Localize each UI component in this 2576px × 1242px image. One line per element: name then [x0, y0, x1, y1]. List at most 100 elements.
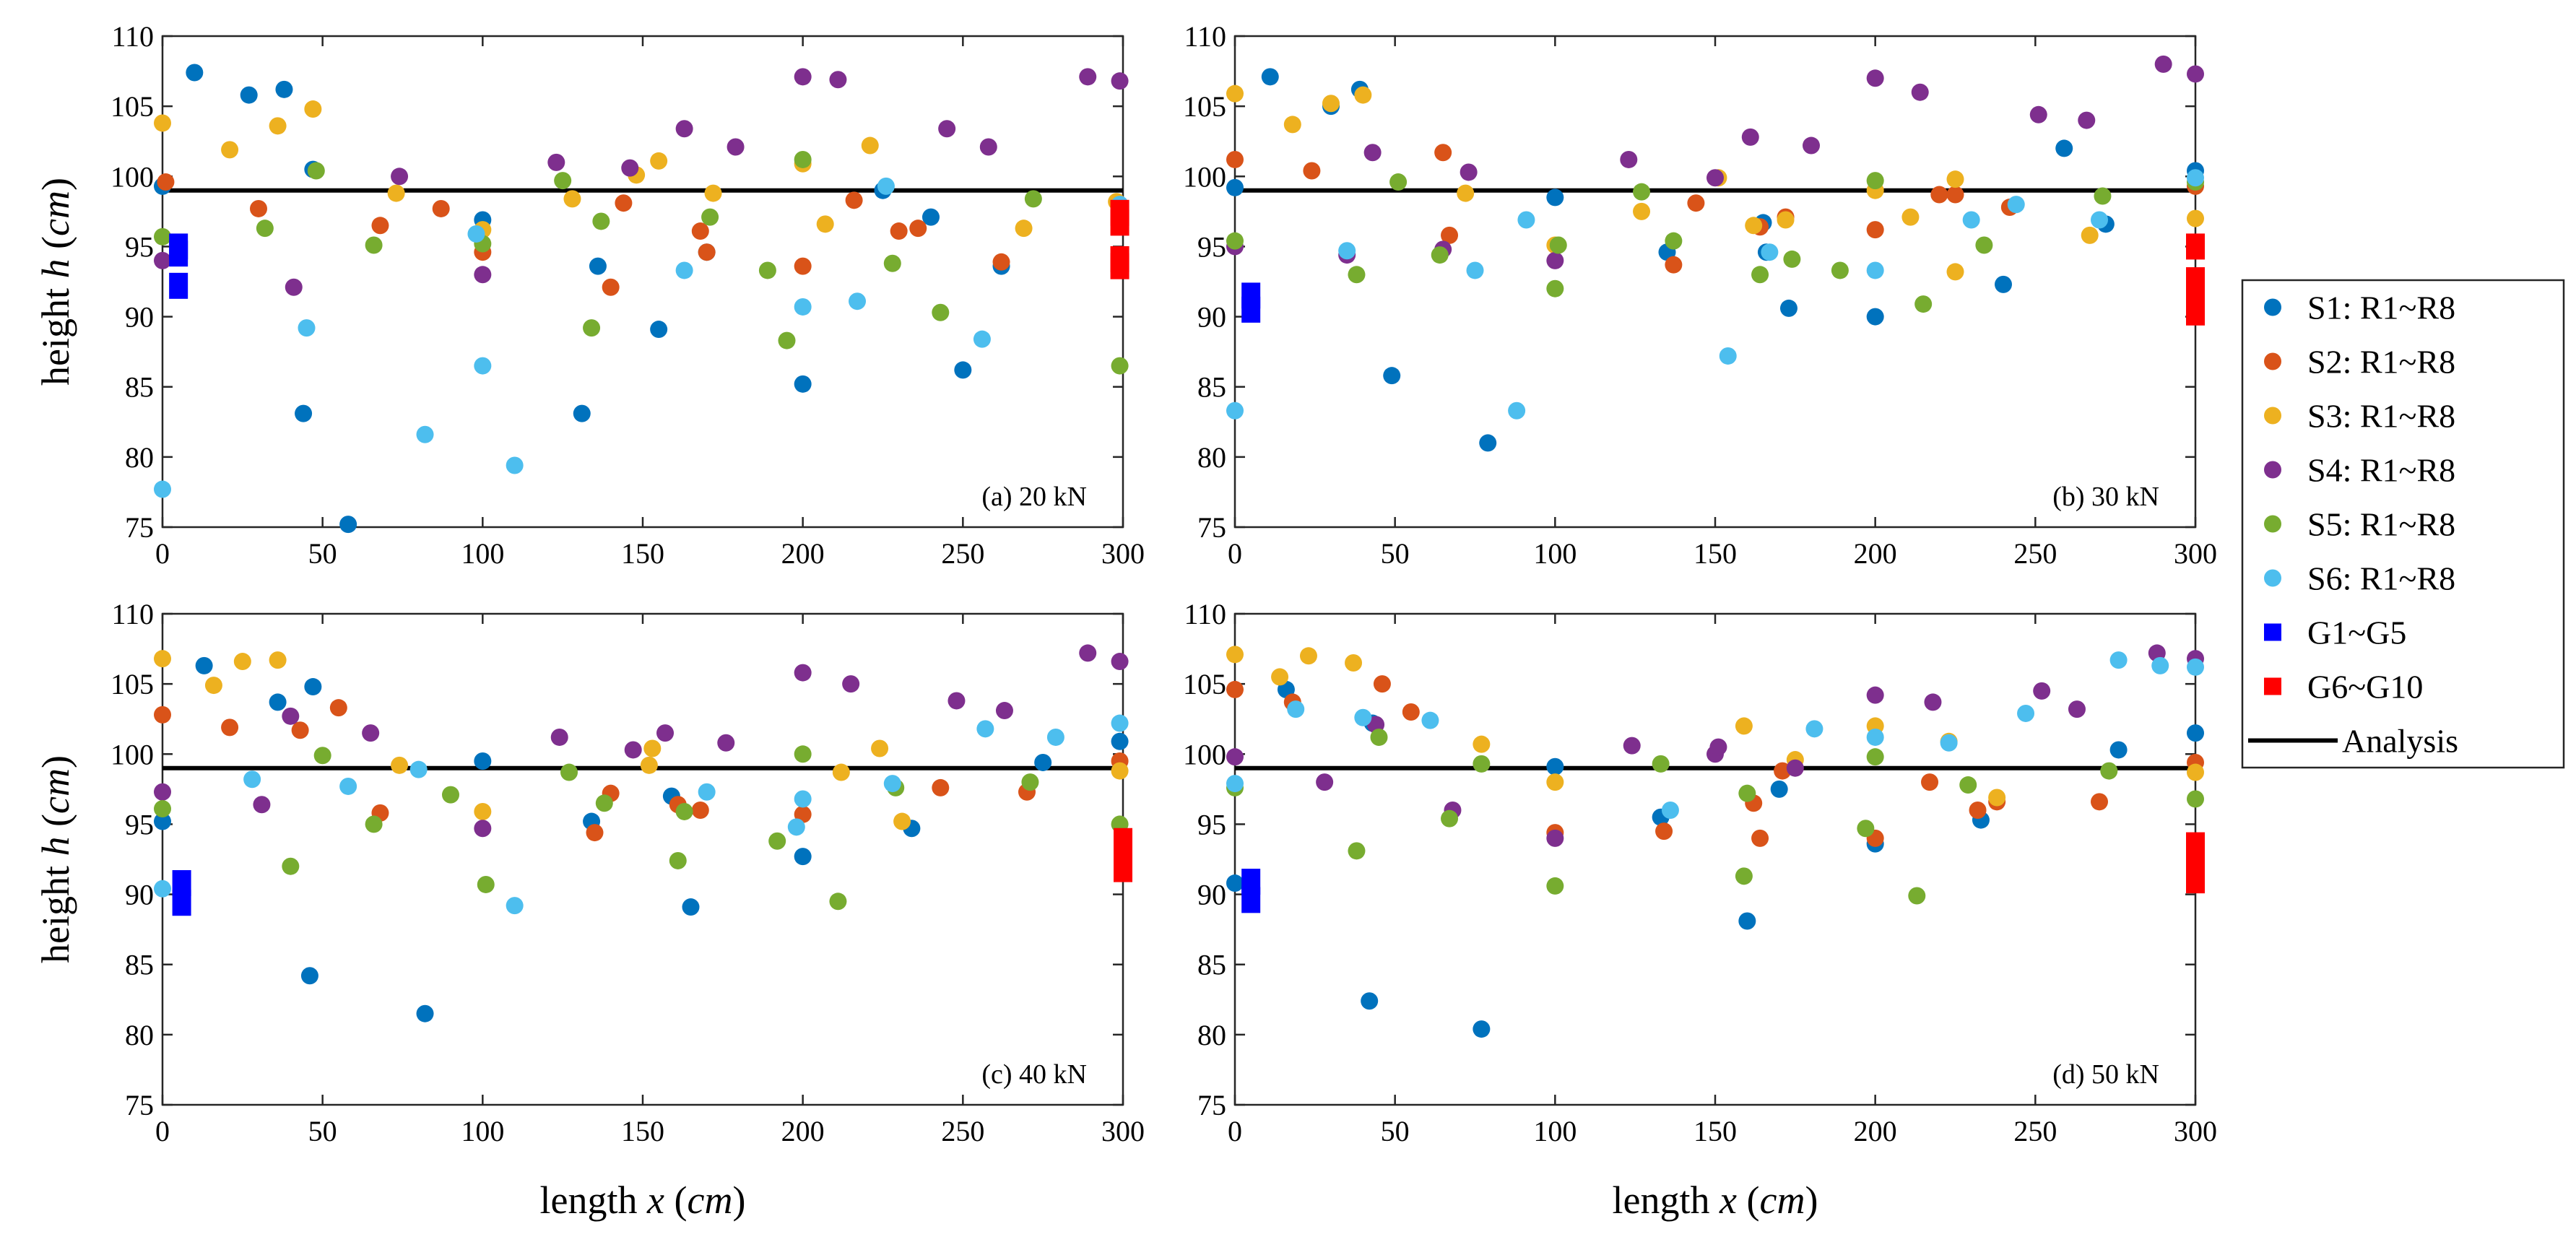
x-tick-label: 250: [941, 1115, 984, 1147]
data-point: [1111, 732, 1129, 750]
data-point: [1620, 150, 1638, 168]
data-point: [1546, 188, 1564, 207]
data-point: [282, 707, 300, 725]
data-point: [1745, 217, 1763, 235]
data-point: [675, 261, 693, 279]
data-point: [362, 724, 380, 742]
legend-item: S6: R1~R8: [2264, 560, 2455, 597]
data-point: [829, 71, 847, 89]
x-tick-label: 0: [1228, 1115, 1242, 1147]
data-square: [2186, 233, 2205, 260]
data-point: [1402, 703, 1420, 721]
data-point: [938, 120, 956, 138]
data-point: [691, 802, 709, 819]
data-point: [932, 778, 950, 796]
data-point: [432, 199, 450, 217]
data-point: [1946, 186, 1964, 204]
x-axis-label: length x (cm): [540, 1178, 746, 1222]
data-point: [1111, 72, 1129, 90]
data-point: [250, 199, 267, 217]
data-point: [547, 153, 565, 171]
legend-item: S3: R1~R8: [2264, 398, 2455, 435]
data-square: [2186, 267, 2205, 294]
data-point: [1079, 68, 1097, 86]
series-g6-g10: [2186, 832, 2205, 894]
series-g1-g5: [1241, 869, 1261, 913]
data-point: [154, 251, 171, 269]
data-point: [682, 898, 700, 916]
data-point: [269, 693, 287, 711]
data-point: [1299, 647, 1317, 665]
data-point: [794, 745, 812, 763]
data-point: [371, 217, 389, 235]
data-point: [778, 331, 796, 349]
data-point: [675, 120, 693, 138]
data-point: [256, 220, 274, 238]
data-point: [1434, 144, 1452, 162]
legend-item: S2: R1~R8: [2264, 344, 2455, 381]
y-tick-label: 100: [1183, 738, 1226, 770]
y-tick-label: 85: [1197, 371, 1226, 404]
data-point: [409, 760, 428, 778]
data-square: [172, 890, 191, 916]
y-tick-label: 95: [125, 230, 154, 263]
data-point: [2187, 209, 2204, 227]
y-tick-label: 110: [111, 598, 154, 630]
y-tick-label: 110: [1184, 598, 1226, 630]
x-tick-label: 250: [2013, 537, 2057, 570]
y-tick-label: 80: [125, 441, 154, 474]
legend: S1: R1~R8 S2: R1~R8 S3: R1~R8 S4: R1~R8 S5: …: [2241, 279, 2565, 769]
data-square: [2186, 867, 2205, 894]
data-point: [717, 734, 735, 752]
data-point: [391, 168, 409, 186]
data-point: [195, 656, 213, 674]
data-point: [221, 718, 239, 737]
data-point: [1761, 243, 1779, 261]
data-point: [2187, 724, 2204, 742]
legend-item: Analysis: [2248, 723, 2458, 760]
y-tick-label: 95: [1197, 808, 1226, 841]
panel-annotation: (c) 40 kN: [981, 1059, 1087, 1090]
data-point: [243, 770, 261, 789]
x-tick-label: 0: [1228, 537, 1242, 570]
legend-marker: [2264, 352, 2281, 370]
data-point: [2151, 656, 2169, 674]
data-point: [1866, 728, 1884, 746]
data-point: [240, 86, 258, 104]
data-point: [313, 747, 331, 765]
data-point: [1786, 759, 1804, 777]
data-point: [275, 80, 293, 98]
data-point: [1079, 644, 1097, 662]
data-point: [698, 783, 716, 801]
data-point: [1316, 773, 1334, 791]
data-point: [1431, 246, 1449, 264]
data-point: [474, 820, 492, 838]
panel-3: 0 50 100 150 200 250 300 75 80 85 90 95 100 105 110 (c)…: [34, 598, 1145, 1222]
data-point: [2091, 793, 2108, 811]
data-point: [794, 68, 812, 86]
data-point: [295, 404, 313, 422]
data-point: [285, 278, 303, 296]
legend-marker: [2264, 461, 2281, 479]
data-point: [1373, 675, 1391, 693]
data-point: [624, 741, 642, 759]
series-s6: [154, 177, 1129, 498]
data-point: [1866, 686, 1884, 704]
panel-annotation: (a) 20 kN: [981, 482, 1087, 512]
legend-label: S1: R1~R8: [2307, 290, 2455, 326]
data-point: [1034, 753, 1052, 771]
data-point: [845, 191, 863, 209]
data-point: [2187, 790, 2204, 808]
data-point: [269, 117, 287, 135]
data-point: [2187, 658, 2204, 676]
y-tick-label: 95: [1197, 230, 1226, 263]
data-point: [304, 678, 322, 696]
data-point: [1354, 86, 1372, 104]
legend-label: S4: R1~R8: [2307, 452, 2455, 489]
y-tick-label: 75: [1197, 511, 1226, 544]
data-point: [506, 897, 524, 915]
data-point: [442, 786, 459, 804]
data-point: [829, 893, 847, 911]
data-point: [621, 159, 639, 177]
